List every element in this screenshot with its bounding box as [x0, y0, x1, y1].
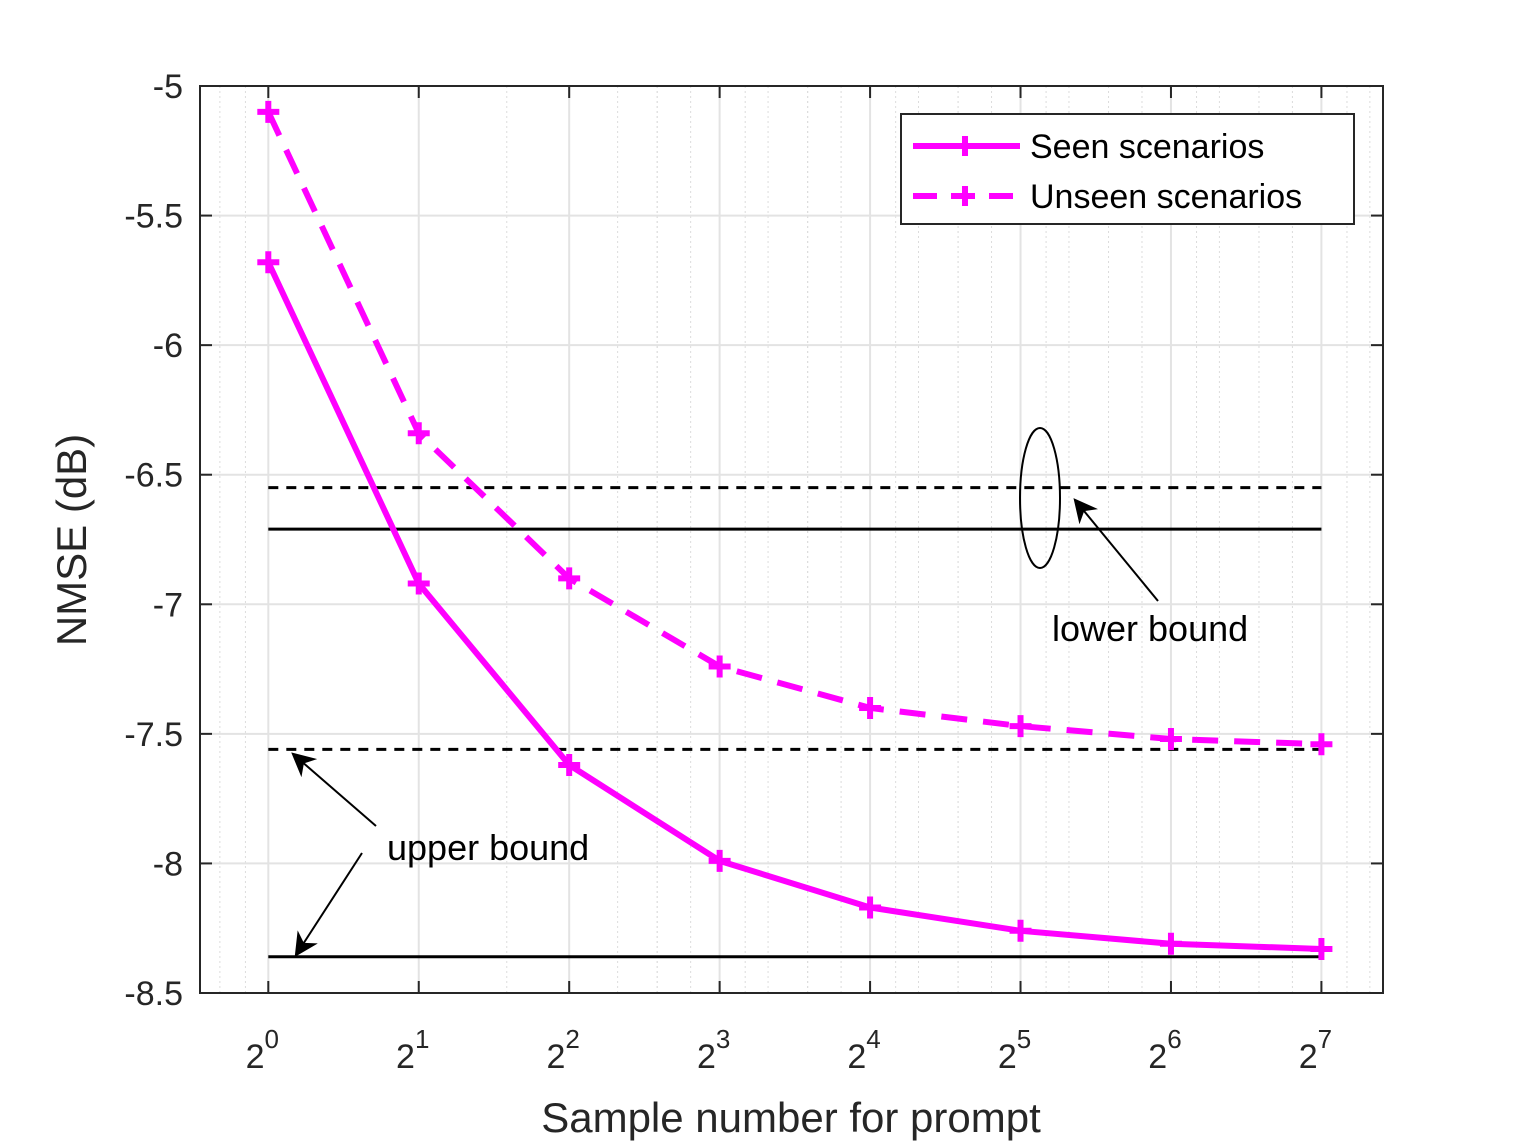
data-point-marker — [1310, 937, 1333, 960]
y-tick-label: -6 — [153, 327, 183, 365]
data-point-marker — [257, 100, 280, 123]
upper-bound-arrow-bottom — [294, 852, 363, 958]
data-point-marker — [257, 251, 280, 274]
y-axis-label: NMSE (dB) — [48, 434, 95, 646]
data-point-marker — [1159, 932, 1182, 955]
x-tick-label: 26 — [1148, 1024, 1181, 1076]
seen-scenarios-line — [265, 260, 1322, 952]
data-point-marker — [859, 696, 882, 719]
x-tick-label: 21 — [396, 1024, 429, 1076]
legend-unseen-marker — [955, 186, 975, 206]
legend: Seen scenarios Unseen scenarios — [900, 113, 1355, 225]
data-point-marker — [407, 572, 430, 595]
axis-ticks: 20 21 22 23 24 25 26 27 -5 -5.5 -6 -6.5 -7 -7.5 -8 -8.5 — [124, 68, 1383, 1076]
data-point-marker — [1009, 919, 1032, 942]
bound-grouping-ellipse — [1019, 427, 1061, 569]
y-tick-label: -7 — [153, 586, 183, 624]
data-point-marker — [708, 655, 731, 678]
lower-bound-annotation: lower bound — [1019, 427, 1248, 649]
lower-bound-label: lower bound — [1052, 608, 1248, 649]
data-point-marker — [859, 896, 882, 919]
x-tick-label: 25 — [998, 1024, 1031, 1076]
data-point-marker — [1159, 728, 1182, 751]
data-point-marker — [558, 567, 581, 590]
x-axis-label: Sample number for prompt — [541, 1094, 1041, 1141]
plot-frame — [199, 85, 1384, 994]
x-tick-label: 27 — [1299, 1024, 1332, 1076]
x-tick-label: 20 — [246, 1024, 279, 1076]
unseen-scenarios-line — [265, 110, 1322, 748]
x-tick-label: 24 — [847, 1024, 880, 1076]
data-point-marker — [558, 753, 581, 776]
x-tick-label: 23 — [697, 1024, 730, 1076]
y-tick-label: -6.5 — [124, 457, 183, 495]
y-tick-label: -7.5 — [124, 716, 183, 754]
y-tick-label: -5.5 — [124, 198, 183, 236]
upper-bound-arrow-top — [291, 752, 377, 827]
x-tick-label: 22 — [546, 1024, 579, 1076]
y-tick-label: -8 — [153, 845, 183, 883]
data-point-marker — [1009, 715, 1032, 738]
reference-lines — [268, 486, 1322, 959]
upper-bound-label: upper bound — [387, 827, 589, 868]
legend-seen-marker — [955, 136, 975, 156]
legend-box — [900, 113, 1355, 225]
upper-bound-annotation: upper bound — [291, 752, 589, 958]
legend-seen-label: Seen scenarios — [1030, 128, 1264, 166]
y-tick-label: -8.5 — [124, 975, 183, 1013]
data-point-marker — [708, 849, 731, 872]
lower-bound-arrow — [1073, 498, 1159, 602]
legend-unseen-label: Unseen scenarios — [1030, 178, 1302, 216]
y-tick-label: -5 — [153, 68, 183, 106]
data-point-marker — [407, 422, 430, 445]
series-lines — [257, 100, 1333, 960]
data-point-marker — [1310, 733, 1333, 756]
